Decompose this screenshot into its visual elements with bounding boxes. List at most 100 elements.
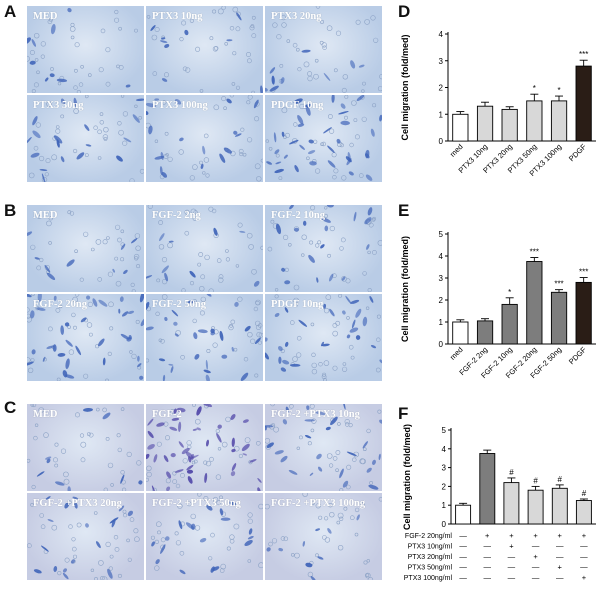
pore-mark <box>321 374 327 380</box>
micrograph-c-2: FGF-2 <box>146 404 263 491</box>
y-tick-label: 0 <box>442 520 447 529</box>
stained-cell <box>379 419 382 424</box>
stained-cell <box>178 421 182 432</box>
pore-mark <box>315 243 320 248</box>
pore-mark <box>40 524 46 530</box>
pore-mark <box>212 342 218 348</box>
treatment-mark: — <box>532 573 540 582</box>
stained-cell <box>53 566 58 572</box>
stained-cell <box>174 333 179 337</box>
pore-mark <box>339 143 344 148</box>
stained-cell <box>123 269 128 275</box>
pore-mark <box>48 241 52 245</box>
pore-mark <box>365 573 370 577</box>
stained-cell <box>226 39 233 42</box>
pore-mark <box>254 320 261 327</box>
stained-cell <box>298 319 308 327</box>
pore-mark <box>354 532 359 537</box>
stained-cell <box>323 127 332 134</box>
pore-mark <box>225 249 229 253</box>
stained-cell <box>46 458 51 464</box>
pore-mark <box>355 19 361 25</box>
stained-cell <box>60 325 65 335</box>
micrograph-caption: FGF-2 +PTX3 20ng <box>33 498 122 509</box>
pore-mark <box>74 294 80 297</box>
pore-mark <box>200 296 206 303</box>
micrograph-caption: MED <box>33 210 58 221</box>
treatment-mark: — <box>459 573 467 582</box>
pore-mark <box>294 552 300 559</box>
stained-cell <box>131 238 138 244</box>
pore-mark <box>310 428 315 433</box>
pore-mark <box>332 174 337 180</box>
treatment-mark: — <box>580 563 588 572</box>
y-tick-label: 1 <box>439 318 444 327</box>
stained-cell <box>230 414 236 420</box>
stained-cell <box>346 334 351 339</box>
pore-mark <box>319 19 324 24</box>
pore-mark <box>270 219 275 224</box>
pore-mark <box>271 423 276 428</box>
pore-mark <box>377 409 382 414</box>
pore-mark <box>296 352 302 358</box>
micrograph-texture <box>265 493 382 580</box>
pore-mark <box>354 134 360 140</box>
pore-mark <box>33 435 38 441</box>
panel-label-c: C <box>4 398 17 417</box>
stained-cell <box>269 85 279 92</box>
pore-mark <box>332 456 338 461</box>
stained-cell <box>171 417 180 421</box>
pore-mark <box>254 373 259 378</box>
pore-mark <box>362 81 366 86</box>
micrograph-caption: FGF-2 50ng <box>152 299 206 310</box>
pore-mark <box>323 307 330 314</box>
stained-cell <box>196 406 202 416</box>
stained-cell <box>248 528 253 535</box>
pore-mark <box>37 215 42 219</box>
pore-mark <box>83 231 89 237</box>
micrograph-caption: PTX3 10ng <box>152 11 203 22</box>
stained-cell <box>219 153 226 163</box>
stained-cell <box>159 40 168 43</box>
pore-mark <box>120 95 125 98</box>
pore-mark <box>265 503 270 510</box>
pore-mark <box>135 319 140 324</box>
pore-mark <box>335 468 339 472</box>
pore-mark <box>212 9 217 14</box>
stained-cell <box>247 535 254 540</box>
pore-mark <box>315 503 321 509</box>
pore-mark <box>47 19 53 25</box>
stained-cell <box>231 346 234 352</box>
pore-mark <box>97 156 102 160</box>
stained-cell <box>185 522 195 530</box>
stained-cell <box>350 299 360 304</box>
stained-cell <box>146 102 157 108</box>
micrograph-a-4: PTX3 50ng <box>27 95 144 182</box>
pore-mark <box>274 288 279 292</box>
stained-cell <box>356 95 365 101</box>
stained-cell <box>236 12 242 21</box>
stained-cell <box>56 139 60 148</box>
y-tick-label: 4 <box>439 30 444 39</box>
pore-mark <box>54 463 59 468</box>
pore-mark <box>67 210 72 215</box>
micrograph-texture <box>27 210 141 292</box>
stained-cell <box>274 313 280 317</box>
pore-mark <box>139 168 144 174</box>
stained-cell <box>179 569 186 575</box>
pore-mark <box>204 254 210 261</box>
pore-mark <box>283 536 289 542</box>
pore-mark <box>295 47 300 52</box>
pore-mark <box>228 324 234 331</box>
pore-mark <box>110 483 114 487</box>
pore-mark <box>152 71 158 76</box>
pore-mark <box>292 42 298 48</box>
pore-mark <box>267 246 273 252</box>
stained-cell <box>120 243 126 250</box>
stained-cell <box>53 295 57 301</box>
pore-mark <box>180 473 185 478</box>
pore-mark <box>229 95 235 98</box>
pore-mark <box>31 484 36 490</box>
pore-mark <box>315 6 321 9</box>
pore-mark <box>68 524 73 529</box>
